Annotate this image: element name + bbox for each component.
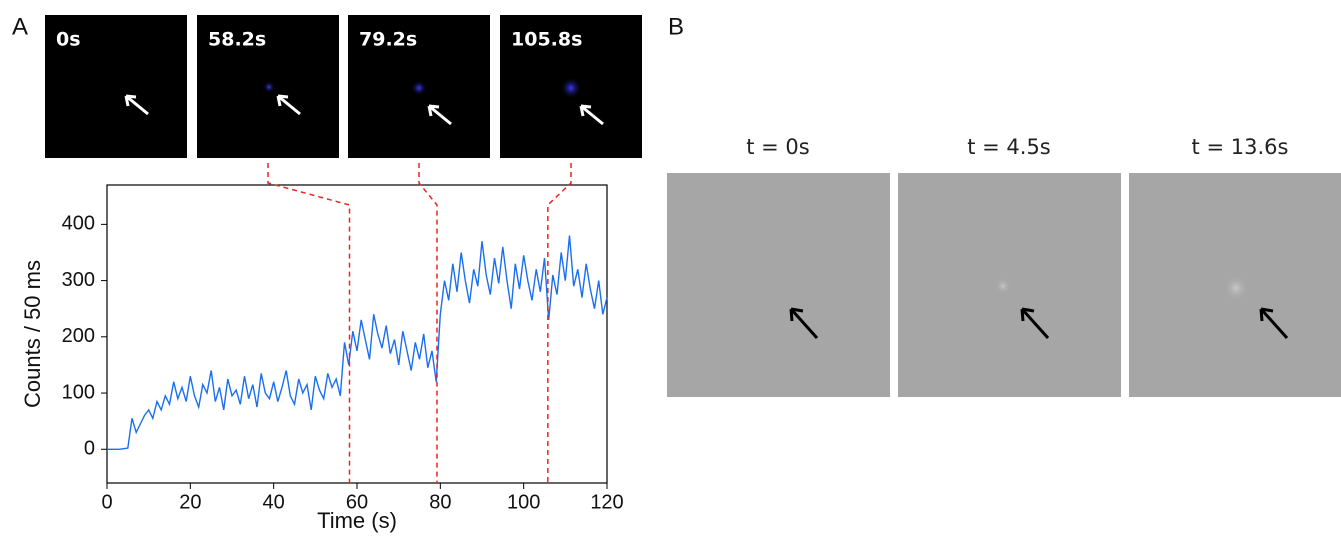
event-connector bbox=[267, 163, 351, 483]
frame-label: 79.2s bbox=[359, 29, 417, 51]
frame: t = 0s bbox=[667, 135, 890, 397]
frame-label: 105.8s bbox=[511, 29, 582, 51]
frame: 79.2s bbox=[348, 15, 490, 158]
frame: 105.8s bbox=[500, 15, 642, 158]
frame: 0s bbox=[45, 15, 187, 158]
frame: t = 13.6s bbox=[1129, 135, 1341, 397]
event-connector bbox=[547, 163, 572, 483]
y-tick-label: 0 bbox=[84, 438, 95, 460]
y-tick-label: 400 bbox=[62, 213, 95, 235]
frame: 58.2s bbox=[197, 15, 339, 158]
frame-label: t = 13.6s bbox=[1192, 135, 1289, 159]
frame-label: 0s bbox=[56, 29, 81, 51]
x-tick-label: 20 bbox=[179, 491, 201, 513]
y-tick-label: 200 bbox=[62, 325, 95, 347]
panel-label: A bbox=[12, 13, 28, 40]
y-axis-label: Counts / 50 ms bbox=[20, 260, 45, 408]
x-tick-label: 0 bbox=[101, 491, 112, 513]
plot-frame bbox=[106, 184, 608, 484]
y-tick-label: 100 bbox=[62, 381, 95, 403]
x-tick-label: 120 bbox=[590, 491, 623, 513]
x-tick-label: 80 bbox=[429, 491, 451, 513]
event-connector bbox=[418, 163, 438, 483]
x-tick-label: 60 bbox=[346, 491, 368, 513]
x-tick-label: 100 bbox=[507, 491, 540, 513]
x-axis-label: Time (s) bbox=[317, 508, 397, 533]
y-tick-label: 300 bbox=[62, 269, 95, 291]
frame-label: t = 0s bbox=[746, 135, 809, 159]
data-line bbox=[107, 235, 608, 450]
frame: t = 4.5s bbox=[898, 135, 1121, 397]
x-tick-label: 40 bbox=[263, 491, 285, 513]
frame-label: t = 4.5s bbox=[967, 135, 1051, 159]
frame-label: 58.2s bbox=[208, 29, 266, 51]
panel-label: B bbox=[668, 13, 684, 40]
